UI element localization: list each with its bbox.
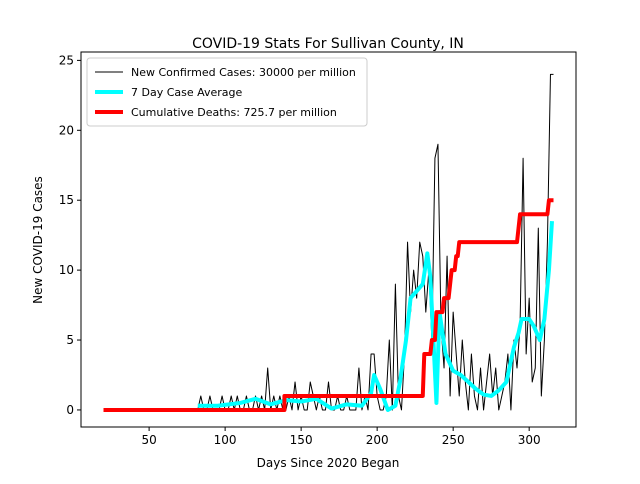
x-tick-label: 150 [290,433,313,447]
series-line [197,221,554,412]
x-axis-label: Days Since 2020 Began [257,456,400,470]
y-tick-label: 5 [66,333,74,347]
legend-label: Cumulative Deaths: 725.7 per million [131,106,337,119]
x-tick-label: 50 [141,433,156,447]
y-tick-label: 25 [59,53,74,67]
y-tick-label: 0 [66,403,74,417]
chart-title: COVID-19 Stats For Sullivan County, IN [192,36,464,52]
plot-frame [80,51,577,428]
x-tick-label: 250 [442,433,465,447]
legend-box [86,57,368,127]
y-tick-label: 10 [59,263,74,277]
x-tick-label: 100 [214,433,237,447]
y-tick-label: 15 [59,193,74,207]
x-tick-label: 300 [518,433,541,447]
y-axis-label: New COVID-19 Cases [31,176,45,304]
x-tick-label: 200 [366,433,389,447]
series-line [103,198,554,412]
legend-label: 7 Day Case Average [131,86,243,99]
legend-label: New Confirmed Cases: 30000 per million [131,66,356,79]
y-tick-label: 20 [59,123,74,137]
